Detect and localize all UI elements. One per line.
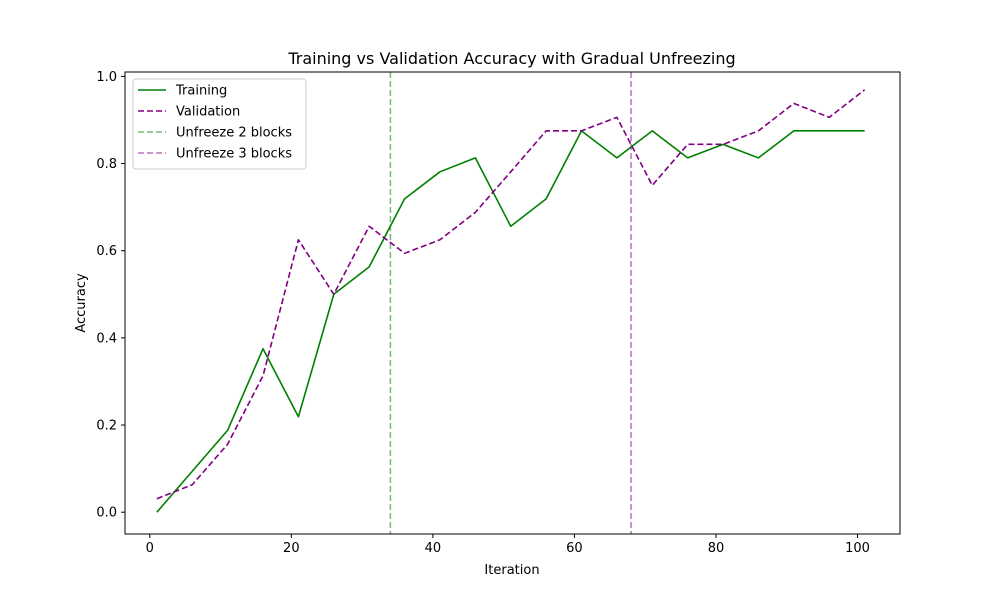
y-tick-label: 0.6 — [96, 244, 117, 259]
x-axis: 0 20 40 60 80 100 — [146, 534, 870, 556]
legend-box — [132, 78, 307, 170]
x-tick-label: 0 — [146, 541, 154, 556]
plot-area — [156, 72, 866, 534]
x-tick-label: 40 — [425, 541, 442, 556]
legend-items: Training Validation Unfreeze 2 blocks Unfre… — [138, 84, 292, 162]
plot-frame — [124, 71, 901, 535]
legend-label: Validation — [176, 105, 240, 120]
y-tick-label: 1.0 — [96, 70, 117, 85]
y-tick-label: 0.2 — [96, 419, 117, 434]
series-line-training — [156, 130, 865, 513]
y-axis-label: Accuracy — [74, 273, 89, 333]
y-tick-label: 0.0 — [96, 506, 117, 521]
legend-label: Unfreeze 3 blocks — [176, 147, 292, 162]
vlines-layer — [389, 72, 632, 534]
legend-label: Training — [175, 84, 227, 99]
x-tick-label: 100 — [845, 541, 870, 556]
legend-label: Unfreeze 2 blocks — [176, 126, 292, 141]
legend: Training Validation Unfreeze 2 blocks Unfre… — [132, 78, 307, 170]
x-tick-label: 20 — [283, 541, 300, 556]
series-line-validation — [156, 89, 866, 500]
x-tick-label: 80 — [708, 541, 725, 556]
chart-title: Training vs Validation Accuracy with Gra… — [287, 49, 735, 68]
x-axis-label: Iteration — [484, 563, 539, 578]
y-axis: 0.0 0.2 0.4 0.6 0.8 1.0 — [96, 70, 125, 521]
series-layer — [156, 89, 866, 513]
x-tick-label: 60 — [566, 541, 583, 556]
y-tick-label: 0.8 — [96, 157, 117, 172]
y-tick-label: 0.4 — [96, 331, 117, 346]
